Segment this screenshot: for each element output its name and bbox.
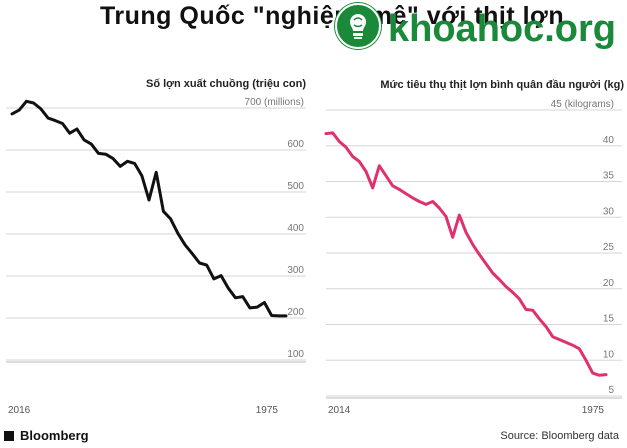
y-tick-label: 600 [287, 139, 304, 150]
y-tick-label: 400 [287, 223, 304, 234]
y-tick-label: 5 [608, 385, 614, 396]
footer-source: Source: Bloomberg data [500, 430, 619, 442]
y-tick-label: 15 [603, 314, 615, 325]
chart-title: Số lợn xuất chuồng (triệu con) [146, 78, 306, 90]
brain-bulb-icon [334, 2, 382, 50]
y-tick-label: 100 [287, 349, 304, 360]
x-tick-label: 2014 [328, 405, 351, 416]
logo-text: khoahoc.org [388, 8, 617, 50]
brand-label: Bloomberg [20, 428, 89, 443]
x-tick-label: 1975 [256, 405, 279, 416]
left-chart: Số lợn xuất chuồng (triệu con) 100 200 300 4… [6, 78, 306, 416]
y-tick-label: 20 [603, 278, 615, 289]
y-tick-label: 35 [603, 171, 615, 182]
x-tick-label: 1975 [582, 405, 605, 416]
y-tick-label: 25 [603, 242, 615, 253]
series-line [10, 99, 288, 318]
y-tick-label: 45 (kilograms) [551, 99, 614, 110]
footer-brand: Bloomberg [4, 428, 89, 443]
y-tick-label: 300 [287, 265, 304, 276]
y-tick-label: 30 [603, 206, 615, 217]
y-tick-label: 500 [287, 181, 304, 192]
chart-title: Mức tiêu thụ thịt lợn bình quân đầu ngườ… [380, 79, 624, 91]
y-tick-label: 700 (millions) [245, 97, 304, 108]
series-line [324, 131, 608, 377]
y-tick-label: 40 [603, 135, 615, 146]
y-tick-label: 10 [603, 349, 615, 360]
brand-square-icon [4, 431, 14, 441]
page-title: Trung Quốc "nghiện" mê" với thịt lợn [100, 2, 565, 30]
x-tick-label: 2016 [8, 405, 31, 416]
right-chart: Mức tiêu thụ thịt lợn bình quân đầu ngườ… [324, 79, 624, 416]
y-tick-label: 200 [287, 307, 304, 318]
